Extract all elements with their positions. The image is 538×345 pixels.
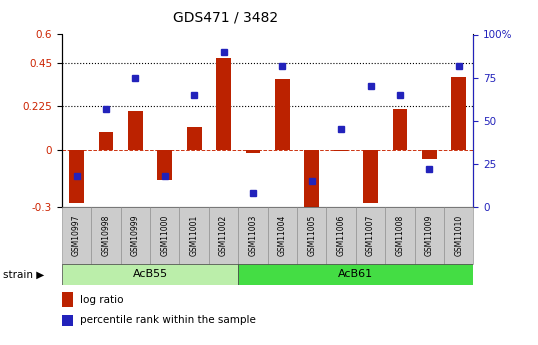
Text: GSM11006: GSM11006 (337, 215, 345, 256)
Bar (62, 292, 73, 307)
Text: GSM11000: GSM11000 (160, 215, 169, 256)
Text: GSM10997: GSM10997 (72, 215, 81, 256)
Bar (150, 207, 180, 264)
Text: strain ▶: strain ▶ (3, 269, 44, 279)
Bar (415, 207, 444, 264)
Bar (180, 207, 209, 264)
Bar (444, 207, 473, 264)
Text: GSM11009: GSM11009 (425, 215, 434, 256)
Bar (238, 207, 268, 264)
Text: GSM11001: GSM11001 (190, 215, 199, 256)
Bar (393, 109, 407, 149)
Bar (363, 149, 378, 203)
Bar (327, 207, 356, 264)
Text: GSM11010: GSM11010 (454, 215, 463, 256)
Bar (238, 264, 473, 285)
Bar (275, 79, 289, 149)
Text: GSM11002: GSM11002 (219, 215, 228, 256)
Bar (451, 77, 466, 149)
Text: GDS471 / 3482: GDS471 / 3482 (173, 10, 279, 24)
Text: GSM10999: GSM10999 (131, 215, 140, 256)
Bar (246, 149, 260, 153)
Bar (356, 207, 385, 264)
Bar (128, 111, 143, 149)
Bar (62, 264, 238, 285)
Bar (305, 149, 319, 220)
Text: GSM11004: GSM11004 (278, 215, 287, 256)
Text: percentile rank within the sample: percentile rank within the sample (80, 315, 256, 325)
Text: AcB55: AcB55 (132, 269, 168, 279)
Text: GSM10998: GSM10998 (102, 215, 110, 256)
Bar (297, 207, 327, 264)
Text: AcB61: AcB61 (338, 269, 373, 279)
Bar (209, 207, 238, 264)
Text: GSM11005: GSM11005 (307, 215, 316, 256)
Text: GSM11008: GSM11008 (395, 215, 405, 256)
Bar (158, 149, 172, 180)
Bar (69, 149, 84, 203)
Bar (216, 58, 231, 149)
Bar (121, 207, 150, 264)
Bar (334, 149, 349, 151)
Bar (187, 127, 202, 149)
Bar (62, 315, 73, 326)
Text: GSM11007: GSM11007 (366, 215, 375, 256)
Bar (422, 149, 437, 159)
Bar (62, 207, 91, 264)
Bar (98, 132, 114, 149)
Bar (385, 207, 415, 264)
Text: GSM11003: GSM11003 (249, 215, 258, 256)
Text: log ratio: log ratio (80, 295, 124, 305)
Bar (267, 207, 297, 264)
Bar (91, 207, 121, 264)
